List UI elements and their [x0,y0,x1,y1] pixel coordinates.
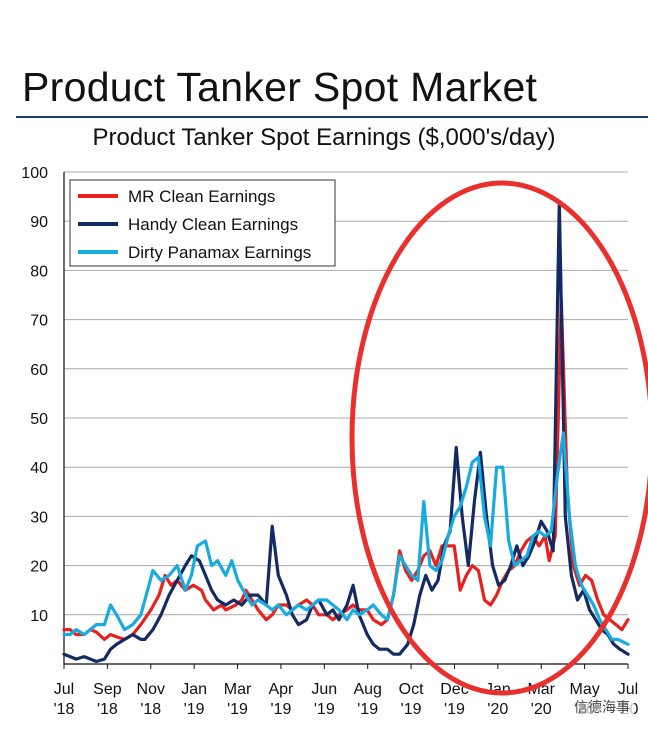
x-tick-label-year: '18 [140,701,161,718]
highlight-annotation [349,180,648,696]
x-tick-label-month: Aug [353,681,381,698]
legend-label: MR Clean Earnings [128,187,275,206]
y-tick-label: 30 [30,509,48,526]
grid-lines [64,171,628,616]
legend-label: Handy Clean Earnings [128,215,298,234]
x-tick-label-year: '20 [531,701,552,718]
x-tick-labels: Jul '18 Sep '18 Nov '18 Jan '19 Mar '19 Apr '19 Jun '… [54,681,639,718]
y-tick-label: 50 [30,411,48,428]
series-lines [62,199,630,664]
x-tick-label-month: Jan [181,681,207,698]
series-line-handy-clean [62,199,630,664]
y-tick-label: 70 [30,313,48,330]
series-line-mr-clean [62,298,630,642]
x-tick-label-year: '19 [357,701,378,718]
series-line-dirty-panamax [62,431,630,646]
x-tick-label-year: '19 [270,701,291,718]
x-tick-label-month: Nov [137,681,165,698]
highlight-ellipse [349,180,648,696]
x-tick-label-month: Sep [93,681,122,698]
y-tick-label: 40 [30,460,48,477]
x-tick-label-year: '19 [401,701,422,718]
x-tick-label-month: Jul [54,681,74,698]
x-tick-label-month: May [569,681,599,698]
y-tick-label: 80 [30,263,48,280]
y-tick-label: 90 [30,214,48,231]
x-tick-label-month: Mar [224,681,252,698]
axes [63,172,629,669]
page-title: Product Tanker Spot Market [22,64,538,110]
legend-label: Dirty Panamax Earnings [128,243,311,262]
chart-title: Product Tanker Spot Earnings ($,000's/da… [92,124,556,151]
x-tick-label-year: '19 [184,701,205,718]
x-tick-label-year: '19 [444,701,465,718]
x-tick-label-month: Jul [618,681,638,698]
watermark-text: 信德海事 [570,697,634,717]
y-tick-label: 20 [30,559,48,576]
x-tick-label-year: '18 [54,701,75,718]
y-tick-label: 100 [21,165,48,182]
x-tick-label-year: '19 [314,701,335,718]
x-tick-label-month: Oct [399,681,424,698]
x-tick-label-month: Jan [485,681,511,698]
y-tick-label: 60 [30,362,48,379]
x-tick-label-month: Jun [311,681,337,698]
x-tick-label-month: Apr [268,681,294,698]
legend: MR Clean Earnings Handy Clean Earnings Dir… [69,179,336,267]
y-tick-label: 10 [30,608,48,625]
x-tick-label-year: '19 [227,701,248,718]
x-tick-label-year: '20 [487,701,508,718]
title-divider [16,116,648,118]
x-tick-label-year: '18 [97,701,118,718]
y-tick-labels: 10 20 30 40 50 60 70 80 90 100 [21,165,48,625]
